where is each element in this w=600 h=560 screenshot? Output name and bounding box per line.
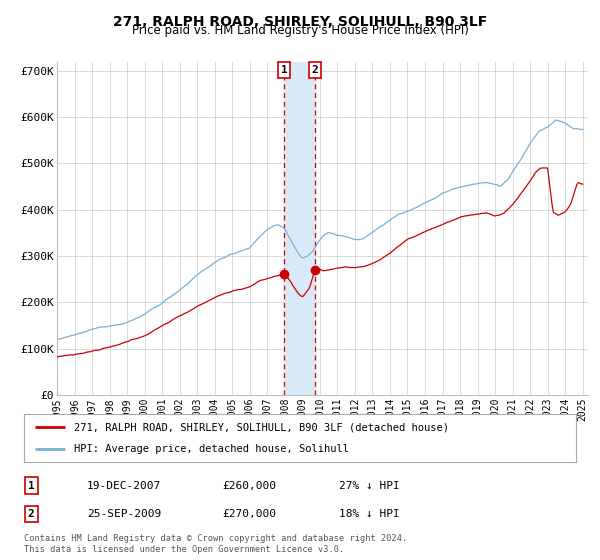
Text: Contains HM Land Registry data © Crown copyright and database right 2024.: Contains HM Land Registry data © Crown c… [24, 534, 407, 543]
Text: 1: 1 [281, 65, 287, 75]
Text: 18% ↓ HPI: 18% ↓ HPI [339, 509, 400, 519]
Text: 2: 2 [28, 509, 35, 519]
Bar [284, 62, 315, 395]
Text: 271, RALPH ROAD, SHIRLEY, SOLIHULL, B90 3LF (detached house): 271, RALPH ROAD, SHIRLEY, SOLIHULL, B90 … [74, 422, 449, 432]
Text: Price paid vs. HM Land Registry's House Price Index (HPI): Price paid vs. HM Land Registry's House … [131, 24, 469, 37]
Text: 25-SEP-2009: 25-SEP-2009 [87, 509, 161, 519]
Text: 19-DEC-2007: 19-DEC-2007 [87, 480, 161, 491]
Text: 27% ↓ HPI: 27% ↓ HPI [339, 480, 400, 491]
Text: £260,000: £260,000 [222, 480, 276, 491]
Text: 2: 2 [312, 65, 319, 75]
Text: 271, RALPH ROAD, SHIRLEY, SOLIHULL, B90 3LF: 271, RALPH ROAD, SHIRLEY, SOLIHULL, B90 … [113, 15, 487, 29]
Text: HPI: Average price, detached house, Solihull: HPI: Average price, detached house, Soli… [74, 444, 349, 454]
Text: £270,000: £270,000 [222, 509, 276, 519]
Text: 1: 1 [28, 480, 35, 491]
Text: This data is licensed under the Open Government Licence v3.0.: This data is licensed under the Open Gov… [24, 545, 344, 554]
